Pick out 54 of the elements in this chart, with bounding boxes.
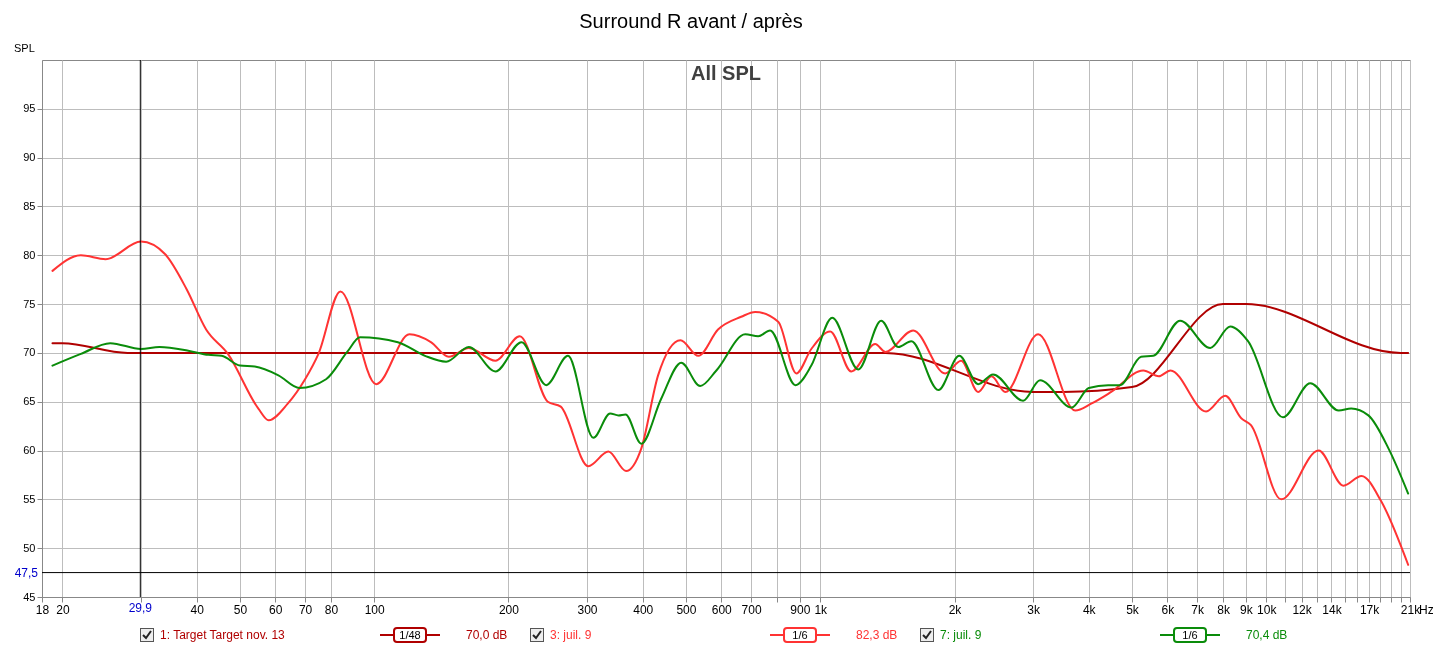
x-tick-label: 700 [741,602,762,617]
x-tick-label: 12k [1292,602,1313,617]
x-tick-label: 600 [711,602,733,617]
text: 1/6 [792,629,808,641]
y-tick-label: 70 [23,346,36,359]
y-tick-label: 80 [23,248,36,261]
x-tick-label: 9k [1240,602,1254,617]
x-tick-label: 400 [633,602,654,617]
text: 1/48 [399,629,421,641]
text: 70,4 dB [1246,628,1288,642]
x-tick-label: 14k [1322,602,1343,617]
x-tick-label: 1k [814,602,829,617]
x-tick-label: 3k [1027,602,1041,617]
x-tick-label: 6k [1161,602,1176,617]
x-tick-label: 40 [190,602,205,617]
x-tick-label: 5k [1126,602,1140,617]
x-tick-label: 60 [269,602,283,617]
x-tick-label: 50 [233,602,248,617]
x-tick-label: 8k [1217,602,1231,617]
y-tick-label: 75 [23,297,36,310]
chart-title: Surround R avant / après [579,10,803,32]
x-tick-label: 18 [35,602,50,617]
text: 1: Target Target nov. 13 [160,628,286,642]
y-tick-label: 85 [23,199,36,212]
x-tick-label: 7k [1191,602,1206,617]
y-tick-label: 60 [23,444,36,457]
text: 3: juil. 9 [550,628,593,642]
x-tick-label: 300 [577,602,598,617]
x-tick-label: 4k [1082,602,1097,617]
ref-line-label: 47,5 [14,565,39,580]
x-tick-label: 500 [676,602,697,617]
y-tick-label: 95 [23,102,36,115]
x-tick-label: 17k [1359,602,1381,617]
annotation: All SPL [690,62,762,84]
y-tick-label: 55 [23,492,36,505]
x-tick-label: 10k [1257,602,1278,617]
x-tick-label: 900 [790,602,811,617]
x-tick-label: 2k [948,602,963,617]
y-axis-title: SPL [14,42,35,54]
y-tick-label: 65 [23,395,36,408]
text: 82,3 dB [856,628,898,642]
x-axis-title: Hz [1419,603,1433,617]
ref-line-label: 29,9 [128,601,153,615]
y-tick-label: 50 [23,541,36,554]
x-tick-label: 20 [56,602,70,617]
x-tick-label: 80 [324,602,339,617]
text: 70,0 dB [466,628,508,642]
y-tick-label: 90 [23,151,36,164]
x-tick-label: 100 [364,602,386,617]
text: 7: juil. 9 [940,628,983,642]
text: 1/6 [1182,629,1198,641]
x-tick-label: 70 [298,602,313,617]
y-tick-label: 45 [23,590,36,603]
x-tick-label: 200 [498,602,520,617]
